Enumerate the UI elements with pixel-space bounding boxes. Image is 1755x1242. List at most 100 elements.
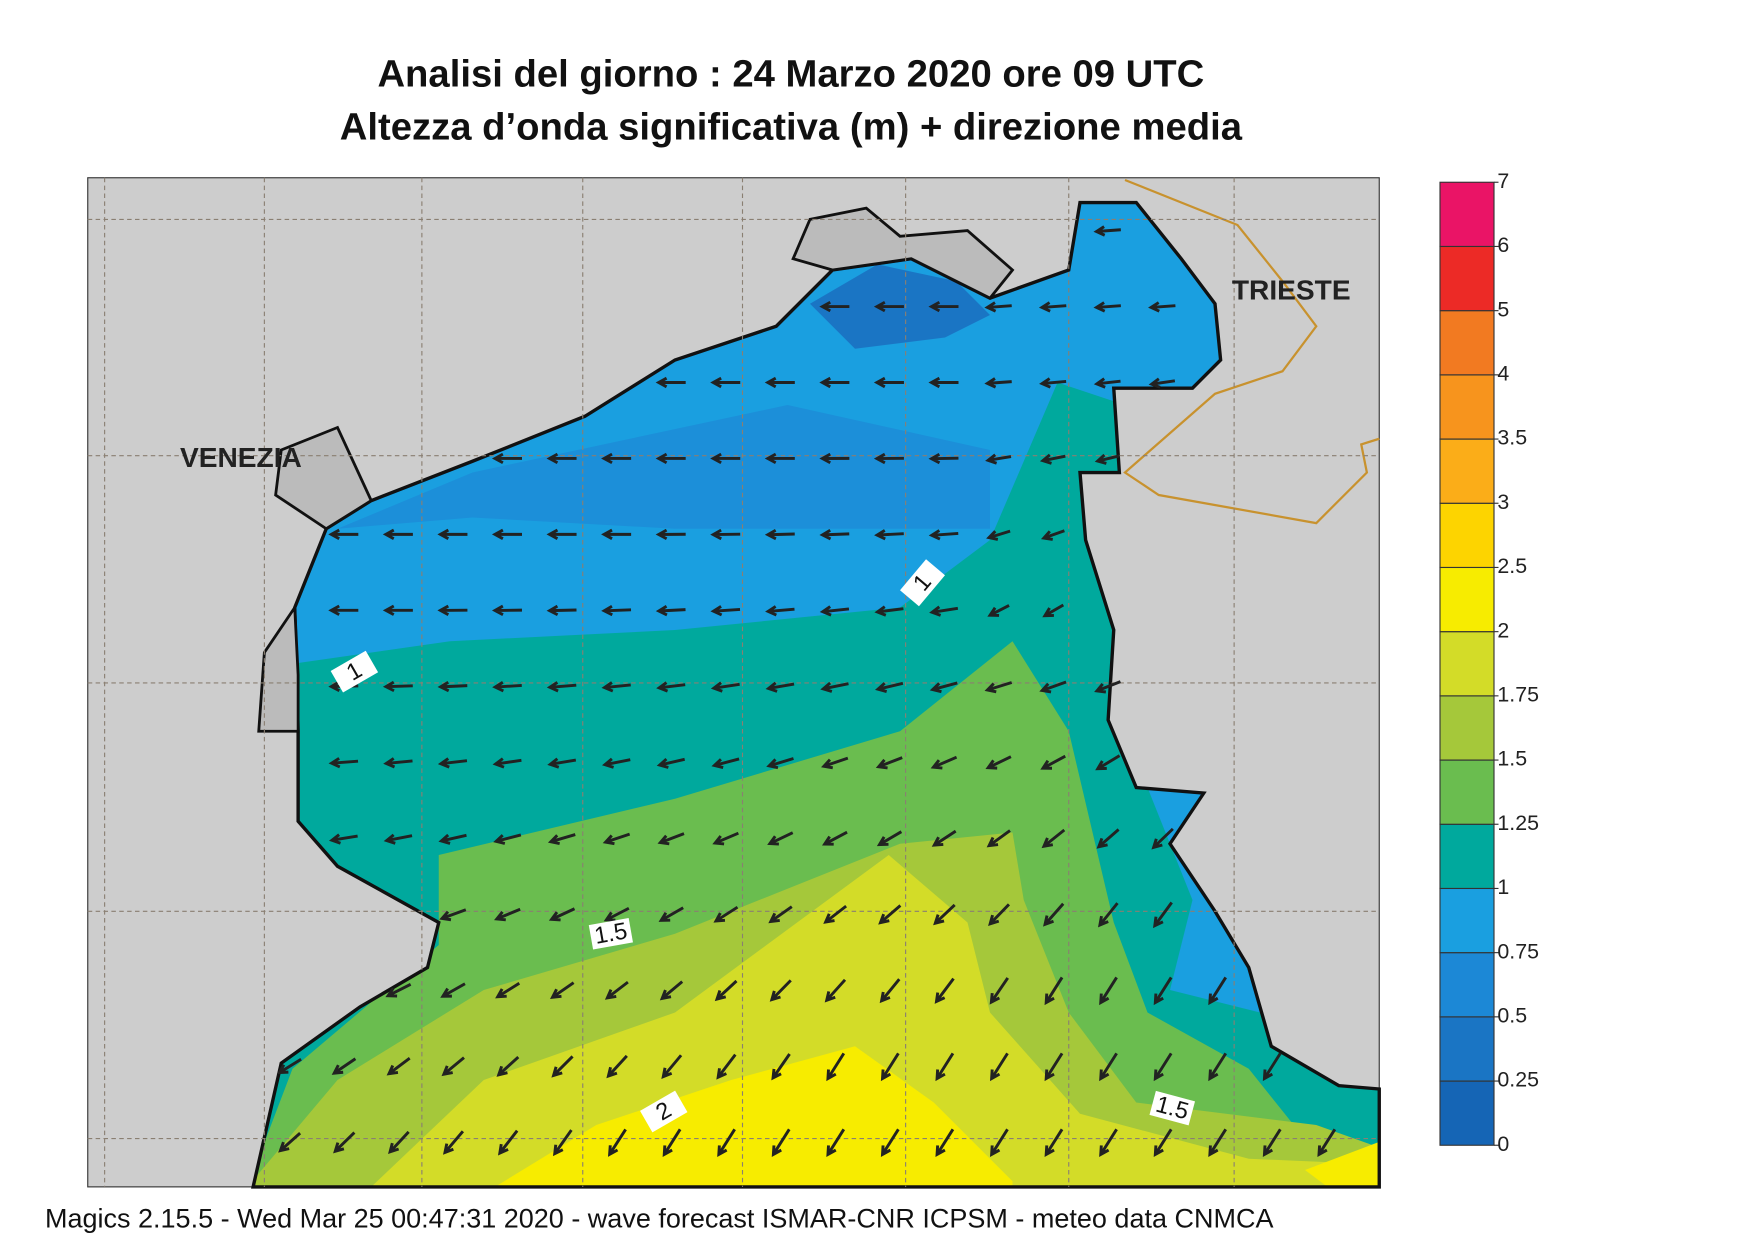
contour-label: 1	[900, 559, 945, 607]
color-band	[1439, 502, 1495, 569]
arrow	[988, 903, 1010, 926]
arrow	[278, 1132, 302, 1153]
arrow	[546, 681, 577, 693]
arrow	[710, 605, 741, 617]
label-box	[588, 918, 633, 950]
arrow	[984, 681, 1013, 694]
arrow	[1044, 1128, 1064, 1158]
arrow	[716, 1053, 737, 1080]
color-band	[1439, 245, 1495, 312]
arrow	[1098, 902, 1119, 928]
title-line: Analisi del giorno : 24 Marzo 2020 ore 0…	[377, 53, 1204, 96]
arrow	[601, 452, 632, 465]
arrow	[656, 757, 686, 769]
arrow	[382, 604, 413, 616]
arrow	[935, 1052, 955, 1082]
color-band	[1439, 887, 1495, 954]
arrow	[328, 604, 359, 616]
arrow	[494, 907, 521, 922]
arrow	[1038, 301, 1067, 313]
arrow	[874, 605, 904, 617]
arrow	[1152, 901, 1173, 929]
arrow	[712, 831, 739, 846]
arrow	[603, 906, 630, 922]
arrow	[819, 605, 850, 617]
arrow	[1262, 1128, 1282, 1158]
arrow	[769, 979, 792, 1002]
lagoon	[257, 425, 374, 733]
arrow	[601, 604, 632, 617]
arrow	[439, 908, 467, 922]
arrow	[492, 757, 522, 769]
arrow	[496, 1055, 520, 1077]
arrow	[987, 604, 1010, 617]
arrow	[819, 300, 850, 313]
arrow	[604, 980, 629, 1000]
color-band	[1439, 1080, 1495, 1146]
label-box	[330, 650, 379, 693]
arrow	[382, 680, 413, 693]
arrow	[880, 1052, 900, 1082]
arrow	[874, 529, 904, 541]
arrow	[1262, 1052, 1282, 1082]
arrow	[878, 904, 902, 925]
arrow	[989, 977, 1009, 1005]
arrow	[1208, 1052, 1227, 1082]
arrow	[438, 833, 467, 845]
arrow	[1208, 1128, 1227, 1158]
arrow	[1153, 976, 1173, 1006]
contour-label: 1.5	[588, 918, 633, 950]
direction-arrows	[276, 225, 1337, 1158]
contour-label: 2	[640, 1090, 688, 1133]
arrow	[929, 681, 958, 694]
arrow	[388, 1130, 410, 1155]
arrow	[443, 1130, 465, 1155]
arrow	[601, 757, 631, 769]
arrow	[928, 529, 959, 541]
arrow	[552, 1129, 573, 1157]
tick-label: 1.5	[1497, 747, 1527, 771]
arrow	[928, 300, 959, 313]
tick-label: 0.25	[1497, 1068, 1539, 1092]
tick-label: 0	[1497, 1132, 1509, 1156]
arrow	[441, 1056, 465, 1077]
subtitle-line: Altezza d’onda significativa (m) + direz…	[340, 106, 1243, 149]
arrow	[1039, 680, 1067, 694]
arrow	[826, 1128, 846, 1158]
tick-label: 5	[1497, 297, 1509, 321]
lagoon	[791, 206, 1015, 300]
arrow	[491, 452, 522, 465]
zone	[337, 405, 990, 529]
tick-label: 4	[1497, 361, 1509, 385]
arrow	[821, 756, 849, 770]
arrow	[929, 605, 959, 617]
arrow	[546, 604, 577, 617]
arrow	[333, 1131, 356, 1154]
arrow	[989, 1052, 1009, 1082]
place-label: TRIESTE	[1232, 274, 1351, 305]
arrow	[658, 906, 684, 922]
arrow	[764, 452, 795, 465]
arrow	[1093, 225, 1121, 237]
arrow	[819, 529, 850, 541]
color-band	[1439, 759, 1495, 825]
contour-labels: 111.52 1.5	[330, 559, 1196, 1133]
arrow	[710, 452, 741, 465]
arrow	[989, 1128, 1009, 1158]
arrow	[655, 376, 686, 389]
label-box	[1149, 1090, 1196, 1126]
arrow	[1040, 529, 1065, 541]
arrow	[930, 755, 958, 770]
arrow	[985, 755, 1012, 770]
label-box	[900, 559, 945, 607]
arrow	[551, 1055, 574, 1078]
arrow	[491, 604, 522, 617]
arrow	[714, 979, 738, 1002]
color-band	[1439, 695, 1495, 761]
arrow	[546, 452, 577, 465]
arrow	[606, 1054, 628, 1079]
arrow	[1208, 976, 1227, 1006]
arrow	[1099, 1128, 1118, 1158]
arrow	[710, 528, 741, 541]
arrow	[655, 605, 686, 617]
